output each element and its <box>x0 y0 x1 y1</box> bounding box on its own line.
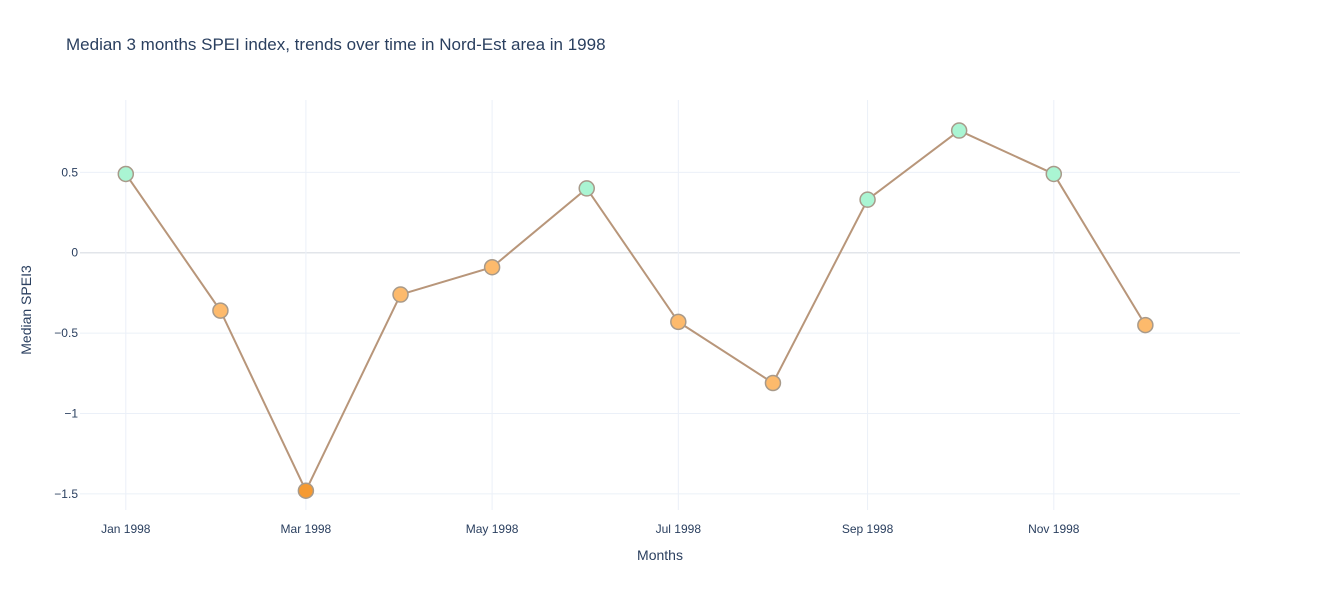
x-tick-label: Jan 1998 <box>101 522 151 536</box>
y-tick-label: 0 <box>71 246 78 260</box>
chart-title: Median 3 months SPEI index, trends over … <box>66 35 606 54</box>
data-point <box>1137 316 1154 334</box>
y-axis-ticks: 0.5 0 −0.5 −1 −1.5 <box>54 165 78 501</box>
data-point <box>1045 165 1063 183</box>
x-axis-ticks: Jan 1998 Mar 1998 May 1998 Jul 1998 Sep 1998… <box>101 522 1080 536</box>
data-point <box>392 286 409 303</box>
x-tick-label: Jul 1998 <box>656 522 702 536</box>
data-point <box>117 165 135 183</box>
data-point <box>670 313 687 331</box>
series-line <box>124 129 1147 494</box>
y-tick-label: −1.5 <box>54 487 78 501</box>
data-point <box>578 180 595 197</box>
data-point <box>764 374 782 392</box>
data-point <box>483 258 501 276</box>
y-tick-label: −1 <box>64 407 78 421</box>
y-tick-label: −0.5 <box>54 326 78 340</box>
series <box>117 122 1154 499</box>
grid <box>80 100 1240 510</box>
y-axis-title: Median SPEI3 <box>18 265 34 355</box>
y-tick-label: 0.5 <box>61 165 78 179</box>
x-tick-label: Mar 1998 <box>281 522 332 536</box>
data-point <box>297 482 315 499</box>
data-point <box>859 191 876 208</box>
data-point <box>212 302 229 319</box>
x-tick-label: May 1998 <box>466 522 519 536</box>
x-tick-label: Nov 1998 <box>1028 522 1080 536</box>
data-point <box>950 122 968 139</box>
x-axis-title: Months <box>637 547 683 563</box>
x-tick-label: Sep 1998 <box>842 522 894 536</box>
